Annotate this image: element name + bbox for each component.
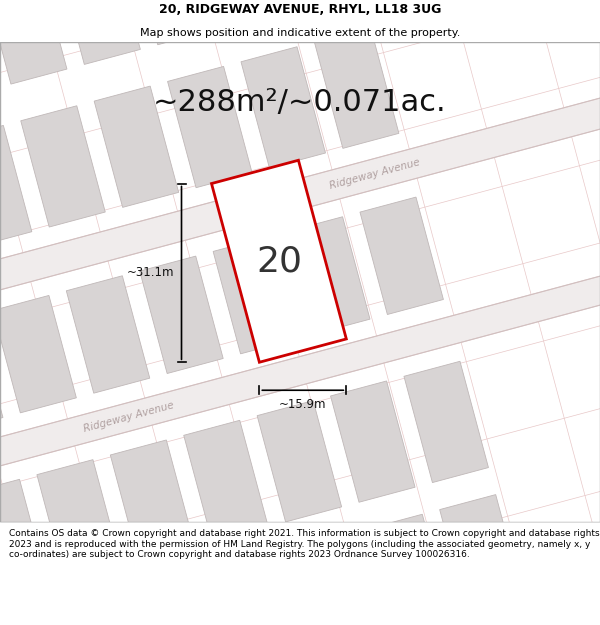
Polygon shape [220,554,304,625]
Text: ~288m²/~0.071ac.: ~288m²/~0.071ac. [153,88,447,116]
Polygon shape [360,197,443,314]
Polygon shape [0,0,67,84]
Polygon shape [146,573,230,625]
Polygon shape [37,459,121,581]
Polygon shape [331,381,415,503]
Polygon shape [129,0,214,45]
Text: 20, RIDGEWAY AVENUE, RHYL, LL18 3UG: 20, RIDGEWAY AVENUE, RHYL, LL18 3UG [159,2,441,16]
Polygon shape [314,27,399,148]
Polygon shape [366,514,451,625]
Polygon shape [276,0,361,6]
Text: ~15.9m: ~15.9m [279,398,326,411]
Polygon shape [94,86,179,208]
Polygon shape [110,440,195,561]
Polygon shape [56,0,140,64]
Polygon shape [203,0,287,25]
Polygon shape [257,401,341,522]
Polygon shape [167,66,252,188]
Polygon shape [212,160,346,362]
Polygon shape [0,196,600,508]
Polygon shape [0,479,48,601]
Text: ~31.1m: ~31.1m [127,266,175,279]
Polygon shape [440,494,524,616]
Polygon shape [0,612,83,625]
Polygon shape [0,30,600,344]
Polygon shape [73,593,157,625]
Polygon shape [241,47,325,168]
Polygon shape [0,126,32,247]
Polygon shape [184,420,268,542]
Text: Map shows position and indicative extent of the property.: Map shows position and indicative extent… [140,28,460,38]
Polygon shape [140,256,223,374]
Polygon shape [293,534,377,625]
Text: Contains OS data © Crown copyright and database right 2021. This information is : Contains OS data © Crown copyright and d… [9,529,599,559]
Polygon shape [287,217,370,334]
Polygon shape [0,296,76,413]
Text: Ridgeway Avenue: Ridgeway Avenue [83,400,175,434]
Text: Ridgeway Avenue: Ridgeway Avenue [328,157,421,191]
Polygon shape [213,236,296,354]
Polygon shape [67,276,150,393]
Text: 20: 20 [256,244,302,278]
Polygon shape [404,361,488,483]
Polygon shape [0,315,3,432]
Polygon shape [21,106,105,227]
